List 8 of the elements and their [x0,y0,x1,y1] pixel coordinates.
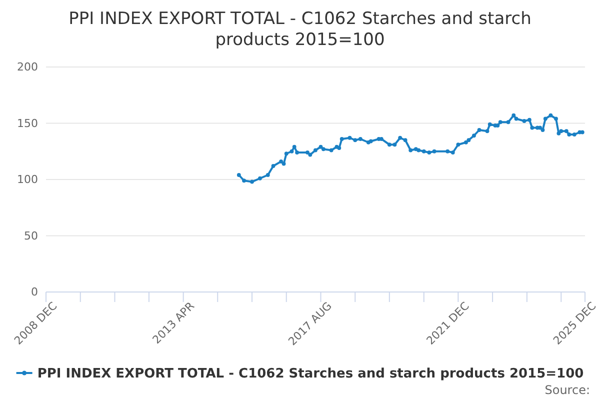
y-tick-label: 100 [17,173,38,186]
chart-title: PPI INDEX EXPORT TOTAL - C1062 Starches and starch products 2015=100 [68,9,532,50]
legend-label: PPI INDEX EXPORT TOTAL - C1062 Starches and starch products 2015=100 [37,366,584,382]
y-tick-label: 50 [24,229,38,242]
y-tick-label: 0 [31,286,38,299]
source-note: Source: [544,383,590,397]
y-tick-label: 200 [17,60,38,74]
y-tick-label: 150 [17,116,38,130]
